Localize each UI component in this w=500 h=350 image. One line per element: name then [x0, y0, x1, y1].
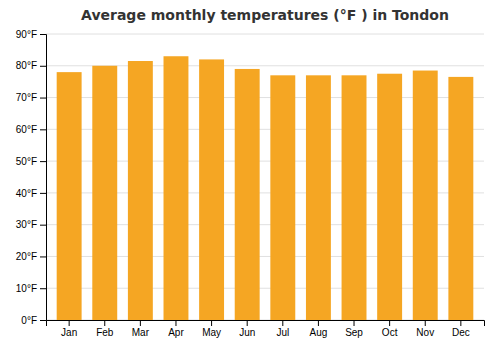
bar	[235, 69, 260, 320]
x-tick: Dec	[452, 320, 470, 338]
y-tick-label: 30°F	[16, 219, 37, 230]
x-tick-label: Nov	[416, 327, 434, 338]
plot-area: 0°F 10°F 20°F 30°F 40°F 50°F 60°F 70°F 80°F 90°F J…	[16, 29, 485, 338]
y-tick-mark	[40, 66, 46, 67]
y-tick-mark	[40, 256, 46, 257]
x-axis-line	[47, 321, 485, 327]
y-tick: 40°F	[16, 188, 46, 199]
x-tick: Aug	[310, 320, 328, 338]
bar	[92, 66, 117, 320]
x-tick: Feb	[96, 320, 114, 338]
y-tick-label: 70°F	[16, 92, 37, 103]
grid	[46, 34, 484, 320]
y-tick: 80°F	[16, 60, 46, 71]
y-tick-label: 80°F	[16, 60, 37, 71]
bar	[448, 77, 473, 320]
x-tick: May	[202, 320, 221, 338]
x-tick-mark	[140, 320, 141, 326]
x-tick-mark	[211, 320, 212, 326]
y-tick: 30°F	[16, 219, 46, 230]
y-tick-mark	[40, 193, 46, 194]
grid-line	[46, 34, 484, 35]
y-tick-mark	[40, 34, 46, 35]
x-tick-label: Apr	[168, 327, 184, 338]
y-tick-label: 90°F	[16, 29, 37, 40]
y-tick: 20°F	[16, 251, 46, 262]
chart-title: Average monthly temperatures (°F ) in To…	[81, 7, 449, 23]
bar	[57, 72, 82, 320]
y-tick-mark	[40, 225, 46, 226]
x-tick-label: Aug	[310, 327, 328, 338]
x-tick-mark	[104, 320, 105, 326]
x-tick-mark	[247, 320, 248, 326]
y-tick-label: 40°F	[16, 188, 37, 199]
y-tick: 70°F	[16, 92, 46, 103]
x-tick-label: Oct	[382, 327, 398, 338]
x-tick: Jul	[276, 320, 289, 338]
x-tick-label: Jun	[239, 327, 255, 338]
x-tick-mark	[389, 320, 390, 326]
y-tick: 90°F	[16, 29, 46, 40]
y-axis: 0°F 10°F 20°F 30°F 40°F 50°F 60°F 70°F 80°F 90°F	[16, 29, 47, 326]
bar	[377, 74, 402, 320]
x-tick-mark	[425, 320, 426, 326]
x-axis: Jan Feb Mar Apr May Jun Jul Aug Sep Oct Nov Dec	[47, 320, 485, 338]
x-tick: Oct	[382, 320, 398, 338]
y-tick-label: 0°F	[21, 315, 37, 326]
x-tick-label: Jan	[61, 327, 77, 338]
x-tick: Mar	[132, 320, 150, 338]
x-tick-mark	[69, 320, 70, 326]
x-tick-mark	[175, 320, 176, 326]
x-tick: Jun	[239, 320, 255, 338]
x-tick-label: Dec	[452, 327, 470, 338]
bar	[270, 75, 295, 320]
x-tick: Apr	[168, 320, 184, 338]
y-tick: 60°F	[16, 124, 46, 135]
y-tick-label: 50°F	[16, 156, 37, 167]
x-tick: Jan	[61, 320, 77, 338]
x-tick-label: Jul	[276, 327, 289, 338]
y-tick-mark	[40, 288, 46, 289]
y-tick-mark	[40, 129, 46, 130]
bar	[128, 61, 153, 320]
x-tick-mark	[318, 320, 319, 326]
bar	[199, 59, 224, 320]
chart-svg: 0°F 10°F 20°F 30°F 40°F 50°F 60°F 70°F 80°F 90°F J…	[0, 0, 500, 350]
y-tick-label: 60°F	[16, 124, 37, 135]
y-tick-mark	[40, 161, 46, 162]
chart-container: 0°F 10°F 20°F 30°F 40°F 50°F 60°F 70°F 80°F 90°F J…	[0, 0, 500, 350]
bar	[306, 75, 331, 320]
y-tick: 0°F	[21, 315, 46, 326]
y-tick-label: 20°F	[16, 251, 37, 262]
x-tick-mark	[460, 320, 461, 326]
x-tick-label: May	[202, 327, 221, 338]
y-tick-mark	[40, 98, 46, 99]
x-tick: Nov	[416, 320, 434, 338]
y-tick-mark	[40, 320, 46, 321]
bar	[164, 56, 189, 320]
bar	[342, 75, 367, 320]
x-tick-mark	[354, 320, 355, 326]
bars	[57, 56, 474, 320]
x-tick: Sep	[345, 320, 363, 338]
x-tick-mark	[282, 320, 283, 326]
y-tick-label: 10°F	[16, 283, 37, 294]
bar	[413, 71, 438, 320]
y-tick: 50°F	[16, 156, 46, 167]
y-tick: 10°F	[16, 283, 46, 294]
x-tick-label: Sep	[345, 327, 363, 338]
y-axis-line	[40, 35, 47, 321]
x-tick-label: Mar	[132, 327, 150, 338]
x-tick-label: Feb	[96, 327, 114, 338]
